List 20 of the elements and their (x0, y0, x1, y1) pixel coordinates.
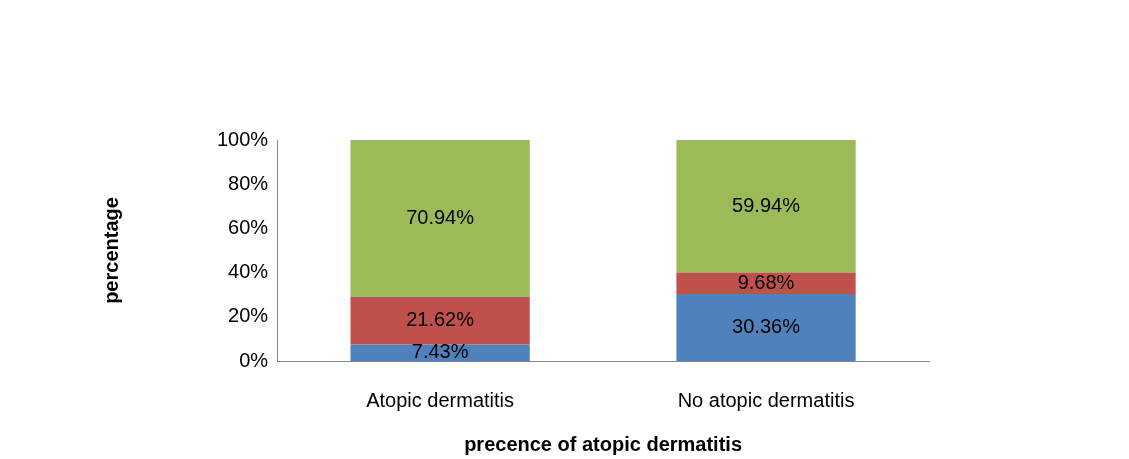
data-label: 70.94% (406, 205, 475, 228)
bar (676, 293, 856, 361)
bar (676, 140, 856, 273)
y-tick-label: 60% (228, 215, 269, 238)
data-label: 21.62% (406, 308, 475, 331)
x-axis-title: precence of atopic dermatitis (464, 432, 743, 455)
data-label: 30.36% (732, 314, 801, 337)
data-label: 9.68% (737, 270, 795, 293)
x-tick-label: No atopic dermatitis (677, 388, 855, 411)
y-tick-label: 40% (228, 260, 269, 283)
bar (350, 140, 530, 297)
data-label: 7.43% (411, 340, 469, 363)
y-tick-label: 0% (239, 348, 269, 371)
y-tick-label: 20% (228, 304, 269, 327)
y-tick-label: 80% (228, 171, 269, 194)
y-axis-title: percentage (99, 197, 122, 304)
y-tick-label: 100% (217, 127, 269, 150)
data-label: 59.94% (732, 193, 801, 216)
bar (350, 296, 530, 345)
x-tick-label: Atopic dermatitis (366, 388, 515, 411)
